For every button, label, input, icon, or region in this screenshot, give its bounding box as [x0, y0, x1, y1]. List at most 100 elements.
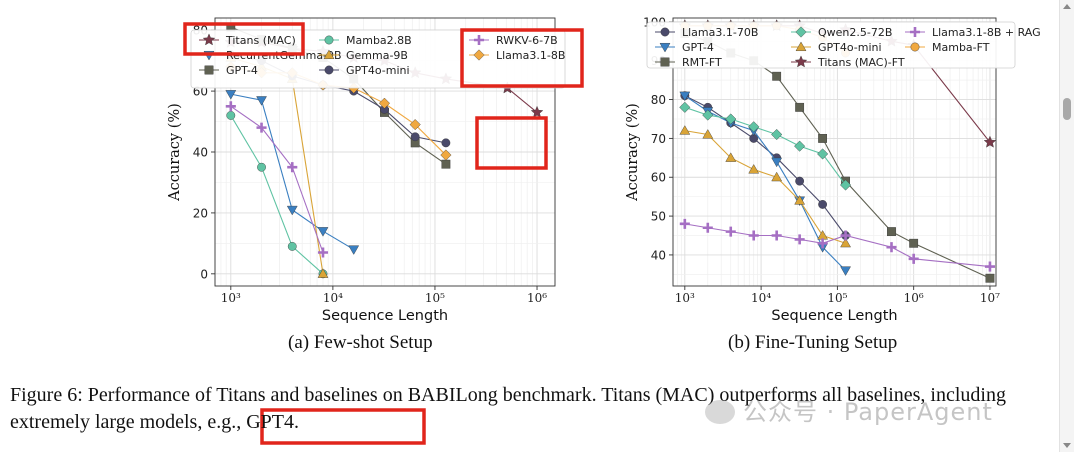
x-axis-label: Sequence Length [771, 308, 897, 324]
x-tick-label: 10⁶ [904, 291, 924, 305]
legend-entry-mamba2-8b: Mamba2.8B [319, 34, 412, 47]
legend-label: Llama3.1-70B [682, 26, 758, 39]
legend-label: GPT-4 [682, 41, 714, 54]
legend-marker [909, 26, 921, 38]
data-point-titans-mac-ft [983, 135, 997, 148]
y-axis-label: Accuracy (%) [625, 103, 641, 202]
y-axis-label: Accuracy (%) [167, 103, 183, 202]
data-point-llama3-1-8b [409, 119, 421, 131]
legend-entry-titans-mac: Titans (MAC) [199, 33, 296, 47]
data-point-gpt4o-mini [840, 237, 851, 248]
scrollbar-thumb[interactable] [1063, 98, 1071, 120]
x-tick-label: 10⁴ [323, 291, 343, 305]
series-line-rwkv-6-7b [230, 105, 324, 253]
data-point-qwen2-5-72b [794, 140, 806, 152]
scroll-down-arrow-icon[interactable] [1063, 443, 1071, 448]
legend-label: GPT4o-mini [818, 41, 882, 54]
legend-marker [795, 41, 807, 51]
legend-marker [660, 27, 670, 37]
data-point-rmt-ft [818, 134, 828, 143]
y-tick-label: 20 [193, 206, 208, 220]
series-rwkv-6-7b [225, 101, 329, 258]
y-tick-label: 70 [651, 132, 666, 146]
data-point-llama3-1-8b-rag [908, 253, 919, 264]
legend-label: Qwen2.5-72B [818, 26, 892, 39]
data-point-gpt4o-mini [679, 125, 691, 135]
data-point-recurrentgemma-9b [256, 96, 267, 106]
highlight-titans-legend [183, 22, 305, 56]
y-tick-label: 80 [651, 93, 666, 107]
data-point-gpt4o-mini [410, 132, 420, 142]
x-axis-label: Sequence Length [322, 308, 448, 324]
legend-entry-llama3-1-70b: Llama3.1-70B [655, 26, 758, 39]
data-point-rwkv-6-7b [225, 101, 236, 112]
data-point-rmt-ft [909, 238, 919, 248]
data-point-qwen2-5-72b [817, 148, 829, 160]
data-point-rmt-ft [887, 227, 896, 237]
legend-label: Titans (MAC) [225, 34, 296, 47]
data-point-rmt-ft [795, 102, 805, 112]
legend-entry-gpt4o-mini: GPT4o-mini [319, 64, 410, 77]
legend-marker [659, 43, 671, 53]
x-tick-label: 10⁵ [827, 291, 847, 305]
data-point-gpt-4 [679, 91, 691, 102]
data-point-recurrentgemma-9b [225, 90, 237, 100]
legend-marker [473, 49, 485, 61]
data-point-qwen2-5-72b [748, 121, 760, 133]
legend-marker [473, 34, 485, 46]
data-point-gpt4o-mini [702, 129, 714, 139]
highlight-caption-gpt4 [260, 408, 426, 445]
series-recurrentgemma-9b [225, 90, 360, 255]
chart-fine-tuning: 10³10⁴10⁵10⁶10⁷405060708090100Sequence L… [625, 15, 1041, 324]
x-tick-label: 10³ [675, 291, 695, 305]
data-point-llama3-1-8b-rag [817, 238, 828, 249]
y-tick-label: 0 [200, 267, 208, 281]
legend-marker [324, 35, 334, 45]
highlight-boxes [183, 22, 584, 445]
data-point-mamba2-8b [287, 242, 297, 251]
subcaption-few-shot: (a) Few-shot Setup [288, 332, 433, 353]
caption-line-1: Figure 6: Performance of Titans and base… [10, 384, 1006, 406]
legend-marker [323, 49, 335, 59]
data-point-gpt-4 [441, 159, 451, 169]
data-point-gpt4o-mini [771, 171, 783, 182]
data-point-llama3-1-8b-rag [702, 222, 713, 233]
y-tick-label: 40 [651, 248, 666, 262]
legend-label: Llama3.1-8B [496, 49, 565, 62]
data-point-recurrentgemma-9b [348, 245, 360, 255]
legend-marker [324, 65, 334, 75]
data-point-titans-mac [530, 105, 544, 118]
x-tick-label: 10⁴ [751, 291, 771, 305]
vertical-scrollbar[interactable] [1059, 0, 1074, 452]
data-point-qwen2-5-72b [679, 101, 691, 113]
highlight-titans-point [475, 116, 548, 170]
x-tick-label: 10⁵ [425, 291, 445, 305]
data-point-rwkv-6-7b [287, 162, 298, 173]
data-point-gpt4o-mini [748, 164, 760, 174]
legend-label: RMT-FT [682, 56, 722, 69]
legend-entry-titans-mac-ft: Titans (MAC)-FT [791, 55, 905, 69]
legend-label: GPT4o-mini [346, 64, 410, 77]
legend-entry-gpt-4: GPT-4 [655, 41, 714, 54]
legend: Llama3.1-70B GPT-4 RMT-FT Qwen2.5-72B GPT4o-… [646, 21, 1041, 69]
x-tick-label: 10⁷ [980, 291, 1000, 305]
y-tick-label: 50 [651, 210, 666, 224]
chart-few-shot: 10³10⁴10⁵10⁶020406080Sequence LengthAccu… [167, 17, 566, 324]
scroll-up-arrow-icon[interactable] [1063, 4, 1071, 9]
data-point-gpt4o-mini [794, 195, 806, 205]
data-point-llama3-1-8b-rag [794, 234, 805, 245]
plot-frame [672, 17, 997, 287]
data-point-llama3-1-8b [440, 149, 452, 161]
caption-line-2: extremely large models, e.g., GPT4. [10, 411, 300, 433]
data-point-gpt4o-mini [441, 138, 451, 148]
legend-label: Titans (MAC)-FT [817, 56, 905, 69]
wechat-icon [705, 400, 735, 424]
legend-entry-gpt-4: GPT-4 [199, 64, 258, 77]
legend-entry-gemma-9b: Gemma-9B [319, 49, 408, 62]
legend-entry-rwkv-6-7b: RWKV-6-7B [469, 34, 558, 47]
legend-entry-qwen2-5-72b: Qwen2.5-72B [791, 26, 892, 39]
data-point-mamba2-8b [226, 111, 236, 120]
legend-marker [660, 57, 670, 67]
data-point-llama3-1-8b-rag [984, 261, 995, 272]
